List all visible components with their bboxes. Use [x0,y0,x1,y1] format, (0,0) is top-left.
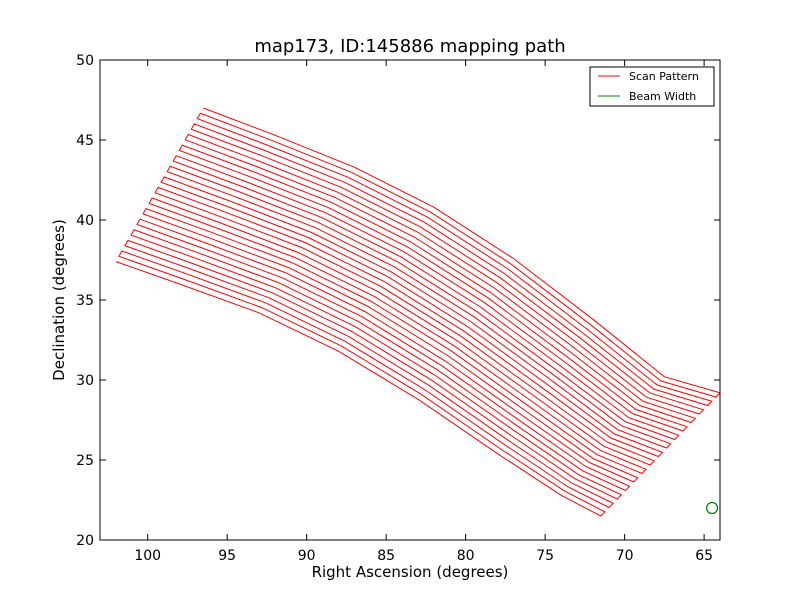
x-tick-label: 85 [377,548,395,564]
y-tick-label: 20 [76,533,94,549]
x-tick-label: 80 [457,548,475,564]
beam-width-marker-group [705,501,719,515]
y-tick-label: 35 [76,293,94,309]
x-tick-label: 65 [695,548,713,564]
legend: Scan Pattern Beam Width [589,66,715,107]
plot-frame [99,59,721,541]
legend-scan-pattern-label: Scan Pattern [629,70,699,83]
y-axis-label: Declination (degrees) [50,219,68,381]
x-tick-label: 75 [536,548,554,564]
y-tick-label: 45 [76,133,94,149]
x-tick-label: 100 [134,548,161,564]
x-tick-label: 95 [218,548,236,564]
legend-beam-width-label: Beam Width [629,90,696,103]
chart-title: map173, ID:145886 mapping path [254,36,565,57]
y-tick-label: 40 [76,213,94,229]
x-tick-label: 70 [616,548,634,564]
beam-width-marker [705,501,719,515]
axis-ticks: 100 95 90 85 80 75 70 65 20 25 30 35 40 45 50 [76,53,720,564]
scan-pattern [115,107,720,517]
x-axis-label: Right Ascension (degrees) [312,563,509,581]
scan-pattern-path [115,107,720,517]
x-tick-label: 90 [298,548,316,564]
legend-box [589,66,715,107]
y-tick-label: 30 [76,373,94,389]
y-tick-label: 25 [76,453,94,469]
y-tick-label: 50 [76,53,94,69]
